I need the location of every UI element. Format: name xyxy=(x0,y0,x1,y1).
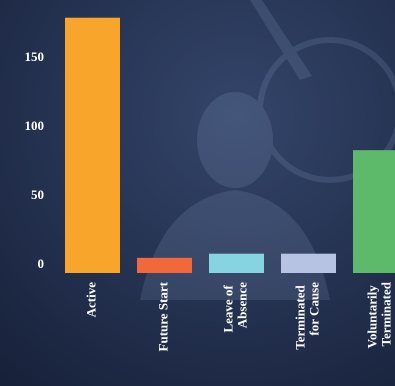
bar xyxy=(65,17,120,274)
y-tick-label: 150 xyxy=(25,49,45,64)
x-tick-label-line: Absence xyxy=(234,282,249,328)
y-tick-label: 50 xyxy=(31,187,44,202)
x-tick-label-line: for Cause xyxy=(306,282,321,336)
bar xyxy=(353,150,395,273)
x-tick-label: Voluntarily Terminated xyxy=(364,281,393,348)
bar xyxy=(209,253,264,273)
y-tick-label: 0 xyxy=(38,256,45,271)
x-tick-label: Future Start xyxy=(155,281,170,351)
x-tick-label: Terminated for Cause xyxy=(292,282,321,350)
bar xyxy=(137,257,192,273)
x-tick-label-line: Active xyxy=(83,282,98,318)
x-tick-label-line: Terminated xyxy=(378,281,393,346)
y-tick-label: 100 xyxy=(25,118,45,133)
x-tick-label-line: Leave of xyxy=(220,282,235,333)
x-tick-label-line: Terminated xyxy=(292,282,307,350)
bar xyxy=(281,253,336,273)
x-tick-label-line: Future Start xyxy=(155,281,170,351)
x-tick-label: Active xyxy=(83,282,98,318)
x-tick-label: Leave of Absence xyxy=(220,282,249,333)
x-tick-label-line: Voluntarily xyxy=(364,282,379,348)
